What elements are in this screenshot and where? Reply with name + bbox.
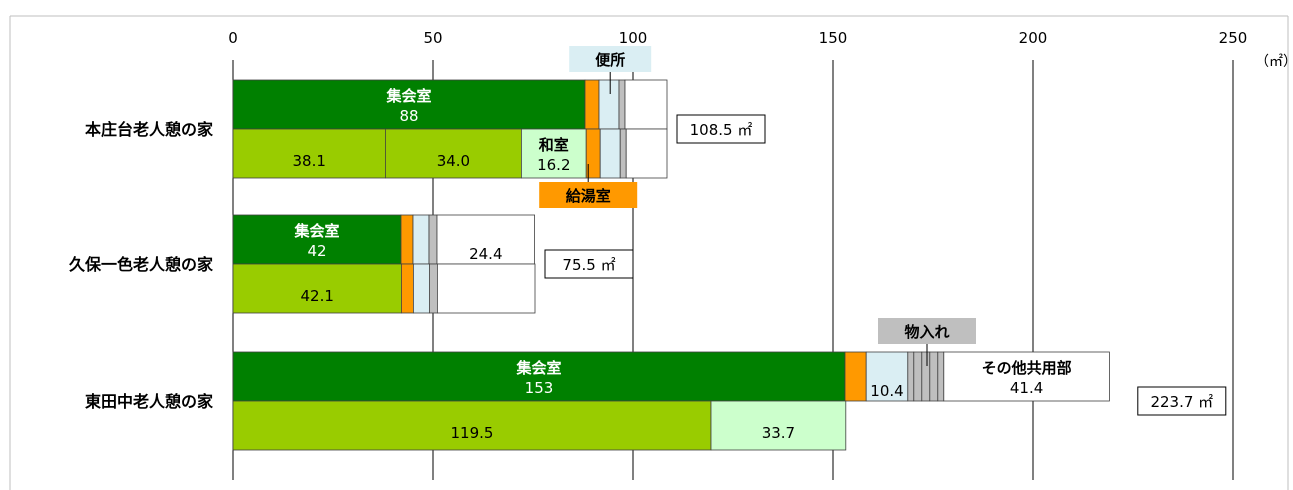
segment-value: 42.1 bbox=[300, 287, 333, 305]
segment-label: 和室 bbox=[539, 136, 569, 154]
segment-label: 集会室 bbox=[293, 222, 339, 240]
total-label: 108.5 ㎡ bbox=[690, 121, 753, 139]
callout-label: 物入れ bbox=[904, 323, 949, 341]
category-label: 本庄台老人憩の家 bbox=[85, 120, 214, 139]
callout-box bbox=[878, 318, 976, 344]
x-tick-label: 100 bbox=[619, 29, 648, 47]
bar-segment bbox=[400, 214, 414, 265]
bar-segment bbox=[710, 400, 847, 451]
total-box bbox=[544, 249, 634, 279]
bar-segment bbox=[232, 128, 386, 179]
bar-segment bbox=[436, 214, 535, 265]
segment-value: 41.4 bbox=[1010, 379, 1043, 397]
bar-segment bbox=[599, 128, 621, 179]
bar-segment bbox=[584, 79, 600, 130]
x-tick-label: 150 bbox=[819, 29, 848, 47]
total-label: 75.5 ㎡ bbox=[562, 256, 615, 274]
segment-value: 16.2 bbox=[537, 156, 570, 174]
bar-segment bbox=[428, 214, 438, 265]
bar-segment bbox=[412, 263, 430, 314]
total-box bbox=[676, 114, 766, 144]
bar-segment bbox=[428, 263, 438, 314]
bar-segment bbox=[232, 351, 846, 402]
bar-segment bbox=[921, 351, 931, 402]
bar-segment bbox=[618, 79, 626, 130]
bar-segment bbox=[865, 351, 909, 402]
bar-segment bbox=[598, 79, 620, 130]
bar-segment bbox=[436, 263, 536, 314]
bar-segment bbox=[929, 351, 939, 402]
x-tick-label: 50 bbox=[423, 29, 442, 47]
x-tick-label: 0 bbox=[228, 29, 238, 47]
callout-box bbox=[539, 182, 638, 208]
bar-segment bbox=[943, 351, 1110, 402]
bar-segment bbox=[619, 128, 627, 179]
bar-segment bbox=[400, 263, 414, 314]
bar-segment bbox=[232, 400, 712, 451]
bar-segment bbox=[937, 351, 945, 402]
segment-label: 集会室 bbox=[515, 359, 561, 377]
total-box bbox=[1137, 386, 1227, 416]
segment-value: 34.0 bbox=[437, 152, 470, 170]
segment-value: 10.4 bbox=[870, 382, 903, 400]
segment-value: 42 bbox=[307, 242, 326, 260]
segment-value: 38.1 bbox=[292, 152, 325, 170]
segment-value: 153 bbox=[525, 379, 554, 397]
bar-segment bbox=[412, 214, 430, 265]
bar-segment bbox=[844, 351, 867, 402]
unit-label: （㎡） bbox=[1255, 54, 1293, 70]
total-label: 223.7 ㎡ bbox=[1150, 393, 1213, 411]
x-tick-label: 200 bbox=[1019, 29, 1048, 47]
segment-value: 24.4 bbox=[469, 245, 502, 263]
category-label: 久保一色老人憩の家 bbox=[69, 255, 214, 274]
bar-segment bbox=[384, 128, 522, 179]
segment-value: 119.5 bbox=[451, 424, 494, 442]
callout-label: 給湯室 bbox=[566, 187, 611, 205]
bar-segment bbox=[232, 263, 402, 314]
segment-label: 集会室 bbox=[385, 87, 431, 105]
segment-value: 33.7 bbox=[762, 424, 795, 442]
callout-box bbox=[569, 46, 652, 72]
bar-segment bbox=[913, 351, 923, 402]
category-label: 東田中老人憩の家 bbox=[85, 392, 214, 411]
segment-label: その他共用部 bbox=[982, 359, 1072, 377]
callout-label: 便所 bbox=[595, 51, 625, 69]
segment-value: 88 bbox=[399, 107, 418, 125]
bar-segment bbox=[521, 128, 587, 179]
bar-segment bbox=[907, 351, 915, 402]
x-tick-label: 250 bbox=[1219, 29, 1248, 47]
bar-segment bbox=[624, 79, 668, 130]
bar-segment bbox=[625, 128, 668, 179]
